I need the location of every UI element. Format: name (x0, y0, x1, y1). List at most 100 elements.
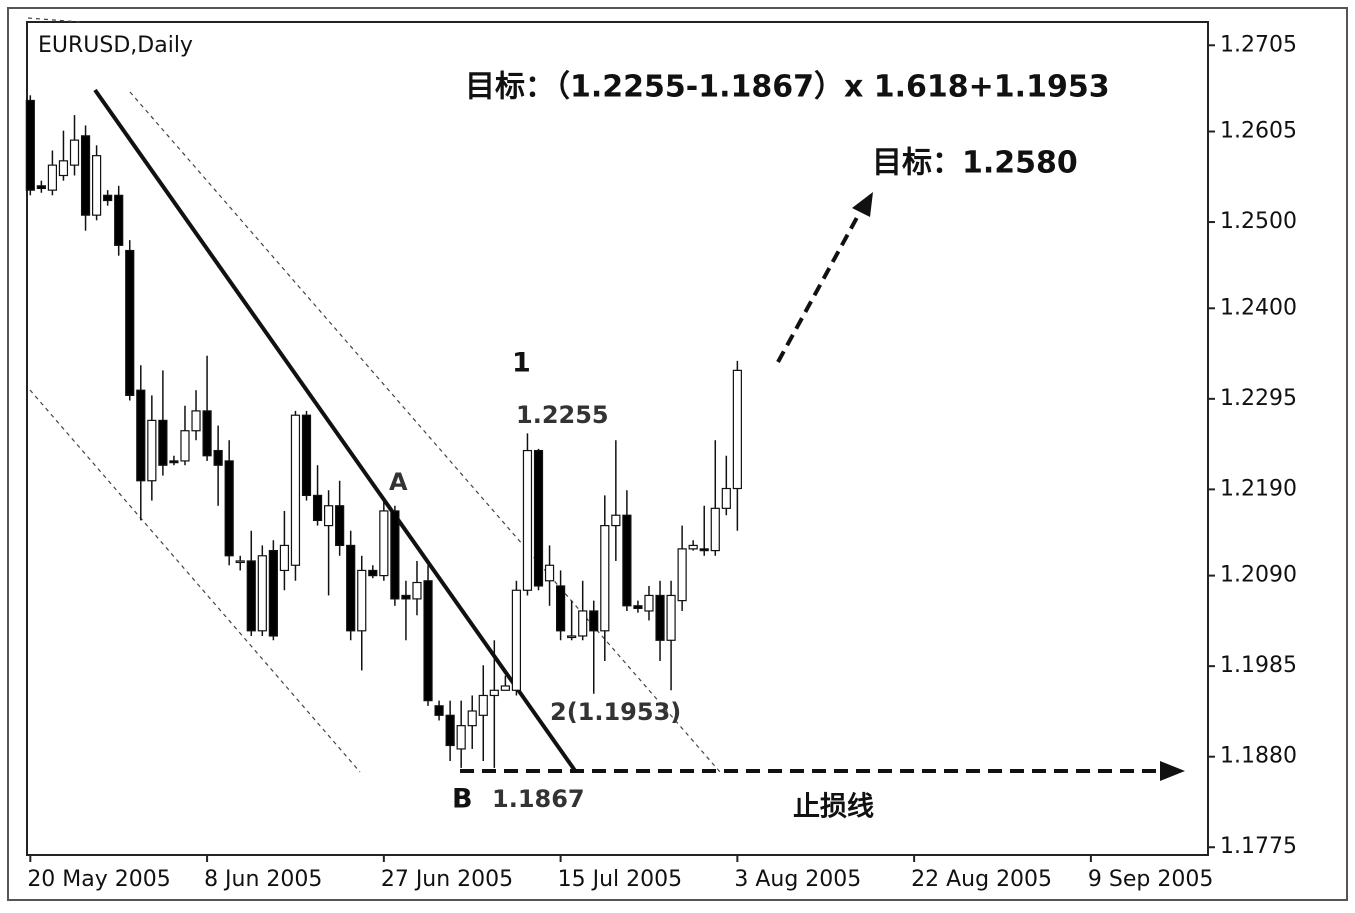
wave-1-price: 1.2255 (516, 401, 609, 429)
y-tick-label: 1.2295 (1220, 386, 1297, 411)
channel-upper (129, 91, 721, 773)
body (312, 494, 323, 522)
body (301, 414, 312, 497)
body (47, 164, 58, 191)
stop-arrow (1160, 761, 1185, 781)
body (622, 514, 632, 607)
body (732, 369, 742, 490)
point-a: A (389, 468, 408, 496)
body (213, 449, 223, 466)
y-tick-label: 1.2500 (1220, 209, 1297, 234)
target-arrow-line (776, 211, 862, 363)
body (533, 449, 544, 587)
body (92, 155, 102, 216)
point-b: B (452, 784, 473, 815)
x-tick-label: 9 Sep 2005 (1088, 867, 1213, 892)
body (688, 544, 698, 550)
body (489, 689, 499, 697)
body (655, 594, 665, 641)
y-tick-label: 1.2090 (1220, 563, 1297, 588)
x-tick-label: 8 Jun 2005 (204, 867, 322, 892)
body (578, 610, 588, 637)
body (390, 510, 400, 600)
formula: 目标：（1.2255-1.1867）x 1.618+1.1953 (465, 70, 1110, 105)
y-tick-label: 1.1775 (1220, 834, 1297, 859)
body (478, 694, 488, 716)
body (235, 560, 245, 564)
body (522, 449, 533, 591)
trend-line (93, 88, 578, 774)
body (467, 710, 477, 727)
body (224, 460, 234, 557)
body (500, 685, 510, 691)
body (600, 524, 610, 632)
y-tick-label: 1.1880 (1220, 744, 1297, 769)
y-tick-label: 1.2705 (1220, 32, 1297, 57)
body (290, 414, 301, 566)
body (556, 585, 566, 632)
body (357, 569, 367, 632)
body (666, 594, 676, 641)
body (136, 389, 146, 482)
body (633, 605, 643, 609)
x-tick-label: 3 Aug 2005 (734, 867, 861, 892)
chart-title: EURUSD,Daily (38, 33, 193, 58)
body (721, 487, 731, 509)
stop-label: 止损线 (793, 792, 874, 823)
body (268, 550, 278, 637)
body (335, 505, 345, 547)
body (434, 705, 444, 716)
body (677, 548, 687, 602)
body (346, 544, 356, 632)
point-b-price: 1.1867 (492, 785, 585, 813)
body (567, 635, 577, 639)
body (456, 725, 466, 750)
y-tick-label: 1.2605 (1220, 119, 1297, 144)
body (710, 507, 720, 552)
candles (25, 95, 742, 768)
body (611, 514, 621, 527)
channel (27, 17, 721, 773)
body (544, 564, 555, 582)
body (103, 194, 113, 202)
body (25, 99, 35, 191)
body (202, 410, 212, 457)
y-tick-label: 1.1985 (1220, 653, 1297, 678)
body (36, 185, 46, 190)
x-tick-label: 27 Jun 2005 (381, 867, 513, 892)
wave-1: 1 (512, 348, 531, 379)
body (180, 430, 190, 462)
y-tick-label: 1.2190 (1220, 476, 1297, 501)
channel-top (27, 17, 81, 23)
outer-frame (7, 7, 1348, 901)
x-tick-label: 22 Aug 2005 (911, 867, 1052, 892)
body (368, 569, 378, 577)
body (69, 139, 80, 166)
body (589, 610, 599, 632)
body (80, 135, 91, 216)
body (324, 505, 334, 527)
body (147, 419, 157, 482)
body (401, 594, 411, 600)
plot-frame (26, 21, 1209, 856)
x-tick-label: 20 May 2005 (27, 867, 170, 892)
body (125, 249, 135, 396)
body (246, 560, 256, 632)
body (412, 581, 422, 600)
body (279, 544, 290, 572)
body (511, 589, 522, 691)
body (445, 714, 455, 747)
body (58, 160, 69, 177)
body (644, 594, 654, 612)
y-tick-label: 1.2400 (1220, 295, 1297, 320)
body (257, 555, 267, 632)
body (699, 548, 709, 552)
target: 目标：1.2580 (872, 146, 1078, 181)
body (423, 580, 433, 702)
x-tick-label: 15 Jul 2005 (558, 867, 683, 892)
target-arrow-head (852, 192, 873, 217)
body (379, 510, 389, 577)
body (169, 460, 179, 464)
